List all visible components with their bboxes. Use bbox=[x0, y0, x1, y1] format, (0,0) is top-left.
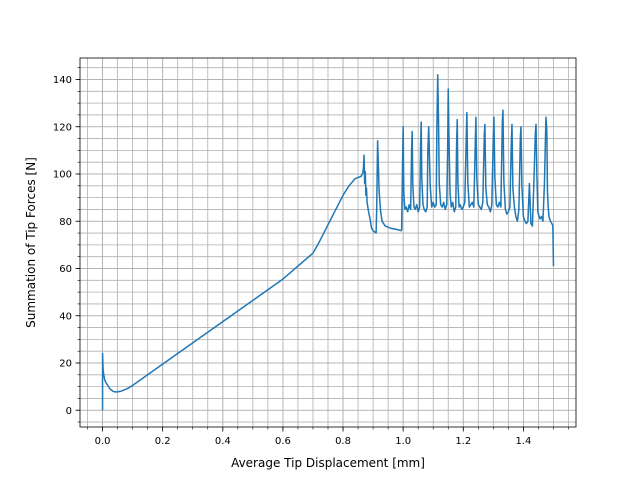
x-tick-label: 1.0 bbox=[395, 436, 411, 447]
y-tick-label: 120 bbox=[53, 122, 72, 133]
x-tick-label: 1.2 bbox=[455, 436, 471, 447]
x-tick-label: 0.4 bbox=[215, 436, 231, 447]
x-tick-label: 1.4 bbox=[515, 436, 531, 447]
y-tick-label: 60 bbox=[59, 264, 72, 275]
x-tick-label: 0.8 bbox=[335, 436, 351, 447]
x-tick-label: 0.6 bbox=[275, 436, 291, 447]
y-axis-label: Summation of Tip Forces [N] bbox=[24, 157, 38, 328]
x-tick-label: 0.0 bbox=[95, 436, 111, 447]
x-axis-ticks: 0.0 0.2 0.4 0.6 0.8 1.0 1.2 1.4 bbox=[87, 427, 569, 447]
y-tick-label: 0 bbox=[66, 406, 72, 417]
y-tick-label: 100 bbox=[53, 170, 72, 181]
x-axis-label: Average Tip Displacement [mm] bbox=[231, 456, 425, 470]
minor-grid bbox=[80, 58, 576, 427]
x-tick-label: 0.2 bbox=[155, 436, 171, 447]
y-axis-ticks: 0 20 40 60 80 100 120 140 bbox=[53, 67, 80, 423]
y-tick-label: 20 bbox=[59, 359, 72, 370]
y-tick-label: 140 bbox=[53, 75, 72, 86]
y-tick-label: 40 bbox=[59, 311, 72, 322]
y-tick-label: 80 bbox=[59, 217, 72, 228]
series-line bbox=[101, 74, 555, 411]
